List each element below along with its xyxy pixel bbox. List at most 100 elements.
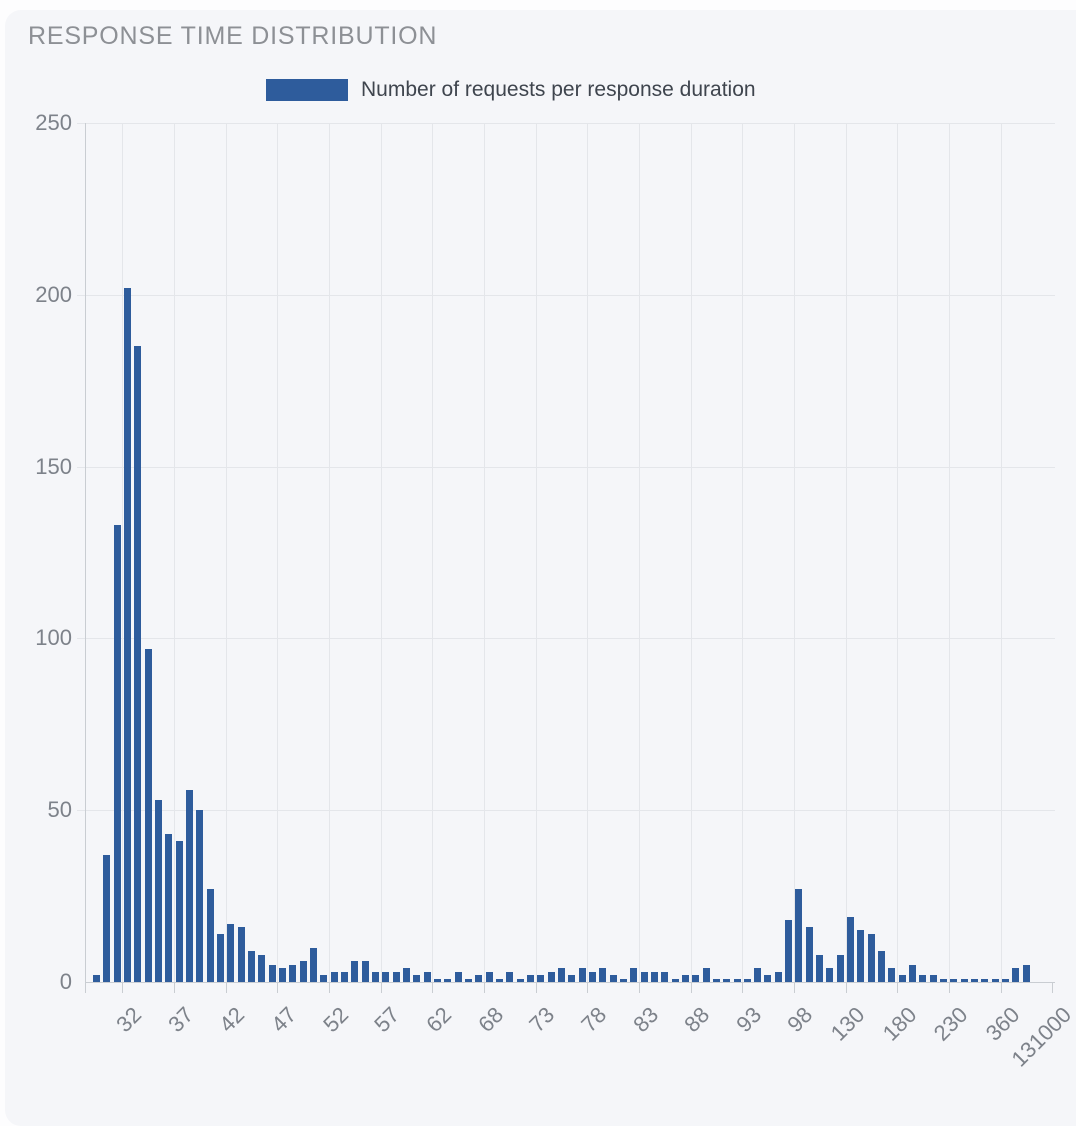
bar-slot xyxy=(990,123,1000,982)
x-gridline-78 xyxy=(587,123,589,982)
bar[interactable] xyxy=(650,971,658,982)
bar[interactable] xyxy=(526,975,534,982)
bar[interactable] xyxy=(289,964,297,982)
bar[interactable] xyxy=(661,971,669,982)
bar[interactable] xyxy=(826,968,834,982)
bar[interactable] xyxy=(1002,978,1010,982)
bar[interactable] xyxy=(413,975,421,982)
bar[interactable] xyxy=(702,968,710,982)
bar[interactable] xyxy=(186,789,194,982)
bar[interactable] xyxy=(103,854,111,982)
bar[interactable] xyxy=(464,978,472,982)
bar[interactable] xyxy=(857,930,865,982)
bar[interactable] xyxy=(372,971,380,982)
bar[interactable] xyxy=(237,927,245,982)
bar[interactable] xyxy=(217,933,225,982)
chart-legend[interactable]: Number of requests per response duration xyxy=(266,78,756,102)
bar[interactable] xyxy=(196,810,204,982)
bar[interactable] xyxy=(888,968,896,982)
bar[interactable] xyxy=(330,971,338,982)
bar[interactable] xyxy=(712,978,720,982)
bar-slot xyxy=(484,123,494,982)
bar[interactable] xyxy=(909,964,917,982)
bar[interactable] xyxy=(950,978,958,982)
bar[interactable] xyxy=(341,971,349,982)
bar[interactable] xyxy=(847,916,855,982)
x-gridline-68 xyxy=(484,123,486,982)
bar[interactable] xyxy=(1012,968,1020,982)
bar[interactable] xyxy=(671,978,679,982)
bar[interactable] xyxy=(619,978,627,982)
bar[interactable] xyxy=(991,978,999,982)
bar[interactable] xyxy=(516,978,524,982)
bar[interactable] xyxy=(568,975,576,982)
bar[interactable] xyxy=(588,971,596,982)
bar[interactable] xyxy=(981,978,989,982)
bar[interactable] xyxy=(785,920,793,982)
bar[interactable] xyxy=(320,975,328,982)
bar[interactable] xyxy=(867,933,875,982)
bar[interactable] xyxy=(113,525,121,982)
bar[interactable] xyxy=(743,978,751,982)
bar[interactable] xyxy=(754,968,762,982)
bar[interactable] xyxy=(878,951,886,982)
bar[interactable] xyxy=(929,975,937,982)
bar[interactable] xyxy=(898,975,906,982)
bar[interactable] xyxy=(537,975,545,982)
bar[interactable] xyxy=(258,954,266,982)
bar[interactable] xyxy=(351,961,359,982)
bar[interactable] xyxy=(124,287,132,982)
bar[interactable] xyxy=(227,923,235,982)
bar[interactable] xyxy=(248,951,256,982)
bar[interactable] xyxy=(919,975,927,982)
bar[interactable] xyxy=(279,968,287,982)
bar[interactable] xyxy=(444,978,452,982)
bar[interactable] xyxy=(382,971,390,982)
bar-slot xyxy=(92,123,102,982)
y-gridline-250 xyxy=(77,123,1055,124)
bar[interactable] xyxy=(630,968,638,982)
bar[interactable] xyxy=(454,971,462,982)
bar[interactable] xyxy=(557,968,565,982)
bar[interactable] xyxy=(940,978,948,982)
bar[interactable] xyxy=(299,961,307,982)
bar[interactable] xyxy=(93,975,101,982)
bar[interactable] xyxy=(578,968,586,982)
bar-slot xyxy=(174,123,184,982)
bar[interactable] xyxy=(310,947,318,982)
bar[interactable] xyxy=(681,975,689,982)
bar[interactable] xyxy=(206,889,214,982)
bar[interactable] xyxy=(268,964,276,982)
bar[interactable] xyxy=(506,971,514,982)
bar[interactable] xyxy=(971,978,979,982)
bar[interactable] xyxy=(960,978,968,982)
bar[interactable] xyxy=(774,971,782,982)
bar[interactable] xyxy=(392,971,400,982)
bar[interactable] xyxy=(692,975,700,982)
bar[interactable] xyxy=(433,978,441,982)
bar[interactable] xyxy=(640,971,648,982)
bar[interactable] xyxy=(361,961,369,982)
bar[interactable] xyxy=(599,968,607,982)
bar[interactable] xyxy=(805,927,813,982)
bar[interactable] xyxy=(423,971,431,982)
legend-swatch[interactable] xyxy=(266,79,348,101)
bar[interactable] xyxy=(764,975,772,982)
bar[interactable] xyxy=(1022,964,1030,982)
bar[interactable] xyxy=(495,978,503,982)
bar[interactable] xyxy=(723,978,731,982)
bar[interactable] xyxy=(175,841,183,982)
bar[interactable] xyxy=(155,799,163,982)
bar[interactable] xyxy=(165,834,173,982)
bar[interactable] xyxy=(733,978,741,982)
bar[interactable] xyxy=(403,968,410,982)
bar[interactable] xyxy=(547,971,555,982)
bar[interactable] xyxy=(485,971,493,982)
bar[interactable] xyxy=(134,346,142,982)
bar[interactable] xyxy=(609,975,617,982)
bar[interactable] xyxy=(836,954,844,982)
bar[interactable] xyxy=(816,954,824,982)
bar[interactable] xyxy=(144,648,152,982)
bar[interactable] xyxy=(795,889,803,982)
bar[interactable] xyxy=(475,975,483,982)
